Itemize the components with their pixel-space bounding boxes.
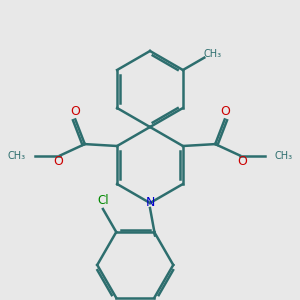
- Text: O: O: [53, 155, 63, 168]
- Text: CH₃: CH₃: [203, 49, 221, 59]
- Text: O: O: [237, 155, 247, 168]
- Text: Cl: Cl: [97, 194, 109, 208]
- Text: CH₃: CH₃: [7, 151, 26, 160]
- Text: O: O: [220, 105, 230, 118]
- Text: N: N: [145, 196, 155, 209]
- Text: CH₃: CH₃: [274, 151, 293, 160]
- Text: O: O: [70, 105, 80, 118]
